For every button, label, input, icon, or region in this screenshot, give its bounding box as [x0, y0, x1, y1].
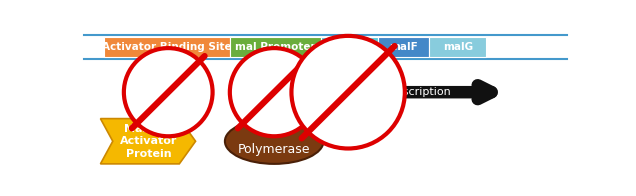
Text: Maltose
Activator
Protein: Maltose Activator Protein — [120, 124, 177, 159]
Text: malE: malE — [335, 42, 364, 52]
Ellipse shape — [291, 36, 404, 149]
Ellipse shape — [124, 48, 212, 136]
Polygon shape — [100, 119, 196, 164]
Bar — [104, 37, 230, 57]
Text: Transcription: Transcription — [379, 87, 450, 97]
Text: malG: malG — [443, 42, 473, 52]
Text: malF: malF — [389, 42, 418, 52]
Text: RNA
Polymerase: RNA Polymerase — [238, 126, 310, 156]
Bar — [429, 37, 486, 57]
Bar — [321, 37, 378, 57]
Ellipse shape — [230, 48, 319, 136]
Ellipse shape — [225, 119, 324, 164]
Bar — [230, 37, 321, 57]
Text: mal Promoter: mal Promoter — [235, 42, 315, 52]
Text: Activator Binding Site: Activator Binding Site — [102, 42, 232, 52]
Bar — [378, 37, 429, 57]
